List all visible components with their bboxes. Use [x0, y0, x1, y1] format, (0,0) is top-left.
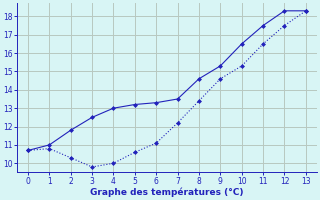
- X-axis label: Graphe des températures (°C): Graphe des températures (°C): [90, 187, 244, 197]
